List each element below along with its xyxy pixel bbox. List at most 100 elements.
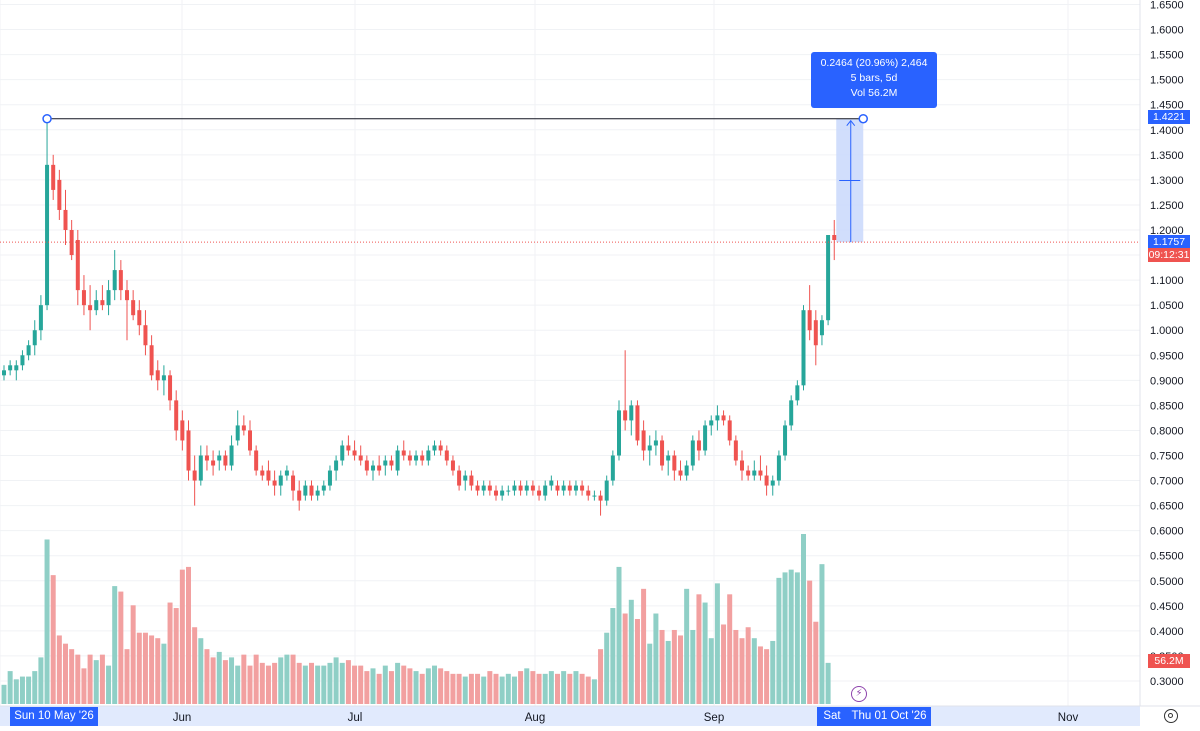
volume-bar bbox=[192, 627, 197, 704]
candle-body bbox=[629, 405, 633, 420]
volume-bar bbox=[297, 663, 302, 704]
candle-body bbox=[371, 466, 375, 471]
volume-bar bbox=[703, 603, 708, 704]
candle-body bbox=[568, 486, 572, 491]
volume-bar bbox=[2, 685, 7, 704]
measure-end-anchor bbox=[859, 115, 867, 123]
volume-bar bbox=[586, 677, 591, 704]
y-tick-label: 1.2500 bbox=[1150, 200, 1184, 212]
candle-body bbox=[389, 461, 393, 466]
volume-bar bbox=[666, 641, 671, 704]
volume-bar bbox=[561, 671, 566, 704]
candle-body bbox=[57, 180, 61, 210]
volume-bar bbox=[186, 567, 191, 704]
volume-bar bbox=[371, 668, 376, 704]
volume-bar bbox=[629, 600, 634, 704]
candle-body bbox=[377, 466, 381, 471]
candle-body bbox=[316, 491, 320, 496]
measure-bars: 5 bars, 5d bbox=[811, 71, 937, 86]
volume-bar bbox=[512, 677, 517, 704]
volume-bar bbox=[524, 668, 529, 704]
volume-bar bbox=[395, 663, 400, 704]
x-tick-label: Jul bbox=[348, 712, 363, 724]
candle-body bbox=[334, 461, 338, 471]
candle-body bbox=[623, 410, 627, 420]
candle-body bbox=[426, 450, 430, 460]
measure-overlay bbox=[0, 115, 1140, 242]
volume-bar bbox=[100, 655, 105, 704]
volume-bar bbox=[352, 666, 357, 704]
candle-body bbox=[746, 471, 750, 476]
volume-bar bbox=[506, 674, 511, 704]
volume-bar bbox=[420, 674, 425, 704]
lightning-icon[interactable]: ⚡ bbox=[851, 686, 867, 702]
grid bbox=[0, 0, 1140, 706]
candle-body bbox=[359, 455, 363, 460]
candle-body bbox=[691, 440, 695, 465]
candle-body bbox=[322, 486, 326, 491]
volume-bar bbox=[598, 649, 603, 704]
candle-body bbox=[469, 476, 473, 486]
volume-bar bbox=[45, 539, 50, 704]
candle-body bbox=[463, 476, 467, 481]
volume-bar bbox=[549, 671, 554, 704]
volume-bar bbox=[696, 594, 701, 704]
candle-body bbox=[728, 420, 732, 440]
candle-body bbox=[512, 486, 516, 491]
volume-bar bbox=[223, 660, 228, 704]
candle-body bbox=[457, 471, 461, 486]
candle-body bbox=[119, 270, 123, 290]
candle-body bbox=[531, 486, 535, 491]
volume-bar bbox=[660, 630, 665, 704]
volume-bar bbox=[272, 663, 277, 704]
volume-bar bbox=[463, 677, 468, 704]
volume-bar bbox=[383, 666, 388, 704]
candle-body bbox=[734, 440, 738, 460]
candle-body bbox=[642, 430, 646, 450]
y-tick-label: 1.5000 bbox=[1150, 75, 1184, 87]
y-tick-label: 1.6000 bbox=[1150, 25, 1184, 37]
volume-bar bbox=[444, 671, 449, 704]
candle-body bbox=[396, 450, 400, 470]
candle-body bbox=[297, 491, 301, 501]
volume-bar bbox=[653, 614, 658, 704]
candle-body bbox=[291, 476, 295, 491]
volume-bar bbox=[432, 666, 437, 704]
volume-bar bbox=[266, 666, 271, 704]
candle-body bbox=[242, 425, 246, 430]
candle-body bbox=[439, 445, 443, 450]
candle-body bbox=[586, 491, 590, 496]
volume-bar bbox=[204, 649, 209, 704]
volume-bar bbox=[377, 674, 382, 704]
volume-bar bbox=[63, 644, 68, 704]
candle-body bbox=[168, 375, 172, 400]
candle-body bbox=[70, 230, 74, 255]
volume-bar bbox=[284, 655, 289, 704]
volume-bar bbox=[537, 674, 542, 704]
volume-bar bbox=[303, 666, 308, 704]
candle-body bbox=[599, 496, 603, 501]
volume-bars bbox=[2, 534, 831, 704]
candle-body bbox=[328, 471, 332, 486]
candle-body bbox=[414, 455, 418, 460]
volume-bar bbox=[291, 655, 296, 704]
volume-bar bbox=[407, 668, 412, 704]
volume-bar bbox=[543, 674, 548, 704]
volume-bar bbox=[149, 635, 154, 704]
volume-bar bbox=[106, 666, 111, 704]
volume-bar bbox=[826, 663, 831, 704]
candle-body bbox=[402, 450, 406, 455]
y-tick-label: 0.8000 bbox=[1150, 425, 1184, 437]
y-tick-label: 0.5500 bbox=[1150, 551, 1184, 563]
candle-body bbox=[709, 420, 713, 425]
candle-body bbox=[654, 440, 658, 445]
settings-gear-icon[interactable] bbox=[1164, 709, 1178, 723]
candles bbox=[2, 120, 836, 516]
y-tick-label: 0.4000 bbox=[1150, 626, 1184, 638]
volume-bar bbox=[721, 624, 726, 704]
volume-bar bbox=[94, 660, 99, 704]
candle-body bbox=[580, 486, 584, 491]
candle-body bbox=[543, 486, 547, 496]
